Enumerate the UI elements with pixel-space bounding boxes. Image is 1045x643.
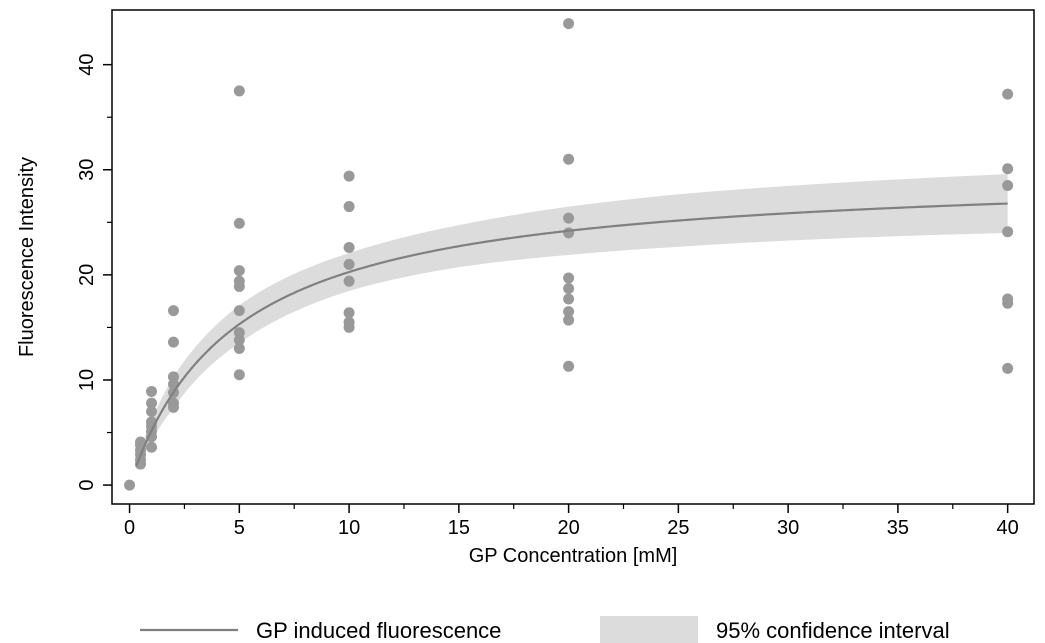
data-point xyxy=(343,201,355,213)
data-point xyxy=(1002,180,1014,192)
data-point xyxy=(233,85,245,97)
data-point xyxy=(1002,293,1014,305)
data-point xyxy=(167,371,179,383)
data-point xyxy=(563,360,575,372)
data-point xyxy=(124,479,136,491)
data-point xyxy=(233,305,245,317)
data-point xyxy=(1002,226,1014,238)
x-tick-label: 30 xyxy=(777,517,799,539)
legend: GP induced fluorescence 95% confidence i… xyxy=(140,616,950,643)
y-axis: 0 10 20 30 40 xyxy=(76,54,112,491)
y-tick-label: 20 xyxy=(76,264,98,286)
legend-ci-swatch xyxy=(600,616,698,643)
data-point xyxy=(563,212,575,224)
data-point xyxy=(1002,362,1014,374)
x-tick-label: 5 xyxy=(234,517,245,539)
x-tick-label: 40 xyxy=(997,517,1019,539)
data-point xyxy=(167,305,179,317)
data-point xyxy=(1002,88,1014,100)
plot-frame xyxy=(111,9,1035,505)
x-tick-label: 20 xyxy=(557,517,579,539)
data-point xyxy=(135,436,147,448)
data-point xyxy=(167,336,179,348)
data-point xyxy=(146,397,158,409)
data-point xyxy=(563,314,575,326)
data-point xyxy=(343,316,355,328)
data-point xyxy=(167,397,179,409)
data-point xyxy=(146,406,158,418)
data-point xyxy=(343,275,355,287)
y-tick-label: 10 xyxy=(76,369,98,391)
data-point xyxy=(563,293,575,305)
data-point xyxy=(563,306,575,318)
data-point xyxy=(146,386,158,398)
data-point xyxy=(146,441,158,453)
plot-area xyxy=(124,18,1014,491)
data-point xyxy=(233,327,245,339)
data-point xyxy=(343,170,355,182)
legend-ci-label: 95% confidence interval xyxy=(716,618,950,643)
x-tick-label: 0 xyxy=(124,517,135,539)
data-point xyxy=(343,258,355,270)
data-point xyxy=(563,18,575,30)
data-point xyxy=(563,227,575,239)
data-point xyxy=(563,283,575,295)
y-tick-label: 40 xyxy=(76,54,98,76)
data-point xyxy=(233,342,245,354)
data-point xyxy=(233,275,245,287)
data-point xyxy=(343,307,355,319)
fit-curve xyxy=(135,202,1008,467)
legend-fit-label: GP induced fluorescence xyxy=(256,618,501,643)
x-tick-label: 25 xyxy=(667,517,689,539)
y-axis-title: Fluorescence Intensity xyxy=(16,157,38,357)
x-axis-title: GP Concentration [mM] xyxy=(469,545,678,567)
x-axis: 0 5 10 15 20 25 30 35 40 xyxy=(124,504,1019,539)
data-point xyxy=(233,217,245,229)
data-point xyxy=(233,369,245,381)
y-tick-label: 30 xyxy=(76,159,98,181)
x-tick-label: 10 xyxy=(338,517,360,539)
data-point xyxy=(1002,163,1014,175)
x-tick-label: 35 xyxy=(887,517,909,539)
data-point xyxy=(563,153,575,165)
data-point xyxy=(343,242,355,254)
x-tick-label: 15 xyxy=(448,517,470,539)
data-point xyxy=(563,272,575,284)
y-tick-label: 0 xyxy=(76,480,98,491)
data-point xyxy=(233,265,245,277)
